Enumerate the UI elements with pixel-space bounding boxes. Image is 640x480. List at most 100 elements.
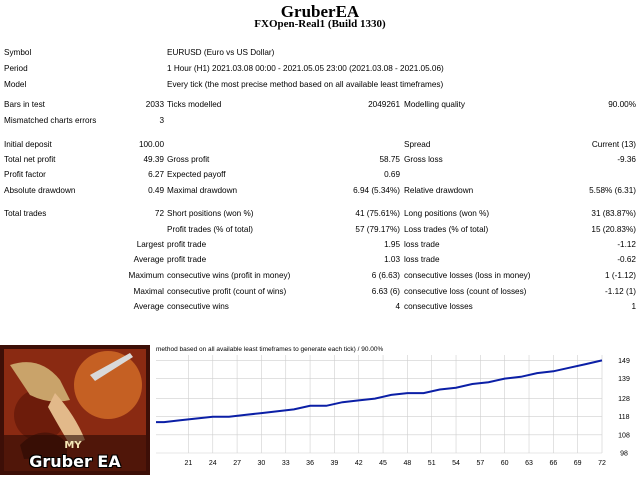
y-tick-label: 118	[618, 414, 629, 421]
bars-value: 2033	[145, 100, 164, 109]
report-subtitle: FXOpen-Real1 (Build 1330)	[254, 18, 386, 30]
max-drawdown-label: Maximal drawdown	[167, 186, 238, 195]
x-axis-ticks: 21 24 27 30 33 36 39 42 45 48 51 54 57 60 63 66 69 72	[185, 460, 606, 467]
spread-label: Spread	[404, 140, 431, 149]
gruber-ea-logo	[0, 345, 150, 475]
balance-chart: 21 24 27 30 33 36 39 42 45 48 51 54 57 60 63 66 69 72 98 1…	[150, 345, 640, 470]
bars-label: Bars in test	[4, 100, 45, 109]
maximum-label: Maximum	[128, 271, 164, 280]
rel-drawdown-value: 5.58% (6.31)	[589, 186, 636, 195]
max-cons-wins-value: 6 (6.63)	[371, 271, 400, 280]
mismatched-label: Mismatched charts errors	[4, 116, 97, 125]
logo-title-text: Gruber EA	[29, 452, 121, 471]
y-tick-label: 108	[618, 432, 630, 439]
largest-profit-value: 1.95	[384, 240, 400, 249]
expected-payoff-value: 0.69	[384, 170, 400, 179]
total-trades-label: Total trades	[4, 209, 47, 218]
max-cons-wins-label: consecutive wins (profit in money)	[167, 271, 291, 280]
quality-value: 90.00%	[608, 100, 636, 109]
ticks-label: Ticks modelled	[167, 100, 222, 109]
symbol-label: Symbol	[4, 48, 32, 57]
y-tick-label: 98	[620, 451, 628, 458]
average-label: Average	[133, 255, 164, 264]
x-tick-label: 45	[379, 460, 387, 467]
profit-factor-value: 6.27	[148, 170, 164, 179]
model-label: Model	[4, 80, 27, 89]
period-label: Period	[4, 64, 28, 73]
x-tick-label: 51	[428, 460, 436, 467]
x-tick-label: 54	[452, 460, 460, 467]
largest-loss-value: -1.12	[617, 240, 636, 249]
maximal-cons-profit-value: 6.63 (6)	[371, 287, 400, 296]
gross-profit-value: 58.75	[379, 155, 401, 164]
average-loss-label: loss trade	[404, 255, 440, 264]
maximal-cons-profit-label: consecutive profit (count of wins)	[167, 287, 287, 296]
short-positions-value: 41 (75.61%)	[355, 209, 400, 218]
x-tick-label: 69	[574, 460, 582, 467]
max-cons-losses-value: 1 (-1.12)	[605, 271, 636, 280]
maximal-cons-loss-label: consecutive loss (count of losses)	[404, 287, 527, 296]
avg-cons-wins-value: 4	[395, 302, 400, 311]
abs-drawdown-label: Absolute drawdown	[4, 186, 76, 195]
gross-loss-value: -9.36	[617, 155, 636, 164]
gross-loss-label: Gross loss	[404, 155, 443, 164]
logo-small-text: MY	[64, 440, 82, 451]
x-tick-label: 27	[233, 460, 241, 467]
x-tick-label: 66	[549, 460, 557, 467]
expected-payoff-label: Expected payoff	[167, 170, 226, 179]
loss-trades-value: 15 (20.83%)	[591, 225, 636, 234]
maximal-cons-loss-value: -1.12 (1)	[605, 287, 636, 296]
avg-cons-losses-value: 1	[631, 302, 636, 311]
profit-factor-label: Profit factor	[4, 170, 46, 179]
chart-caption: method based on all available least time…	[156, 346, 384, 353]
x-tick-label: 21	[185, 460, 193, 467]
balance-line	[156, 359, 603, 424]
y-tick-label: 128	[618, 396, 630, 403]
average-profit-value: 1.03	[384, 255, 400, 264]
largest-profit-label: profit trade	[167, 240, 207, 249]
net-profit-value: 49.39	[143, 155, 165, 164]
x-tick-label: 24	[209, 460, 217, 467]
max-cons-losses-label: consecutive losses (loss in money)	[404, 271, 531, 280]
maximal-label: Maximal	[133, 287, 164, 296]
x-tick-label: 72	[598, 460, 606, 467]
largest-loss-label: loss trade	[404, 240, 440, 249]
mismatched-value: 3	[159, 116, 164, 125]
x-tick-label: 60	[501, 460, 509, 467]
x-tick-label: 63	[525, 460, 533, 467]
x-tick-label: 30	[258, 460, 266, 467]
x-tick-label: 48	[403, 460, 411, 467]
abs-drawdown-value: 0.49	[148, 186, 164, 195]
rel-drawdown-label: Relative drawdown	[404, 186, 474, 195]
deposit-value: 100.00	[138, 140, 164, 149]
profit-trades-value: 57 (79.17%)	[355, 225, 400, 234]
period-value: 1 Hour (H1) 2021.03.08 00:00 - 2021.05.0…	[167, 64, 444, 73]
avg-cons-wins-label: consecutive wins	[167, 302, 229, 311]
loss-trades-label: Loss trades (% of total)	[404, 225, 489, 234]
x-tick-label: 42	[355, 460, 363, 467]
avg-cons-losses-label: consecutive losses	[404, 302, 473, 311]
x-tick-label: 36	[306, 460, 314, 467]
profit-trades-label: Profit trades (% of total)	[167, 225, 254, 234]
y-tick-label: 139	[618, 376, 630, 383]
max-drawdown-value: 6.94 (5.34%)	[353, 186, 400, 195]
x-tick-label: 39	[331, 460, 339, 467]
average-loss-value: -0.62	[617, 255, 636, 264]
spread-value: Current (13)	[591, 140, 636, 149]
ticks-value: 2049261	[368, 100, 400, 109]
gross-profit-label: Gross profit	[167, 155, 210, 164]
average-cons-label: Average	[133, 302, 164, 311]
x-tick-label: 33	[282, 460, 290, 467]
largest-label: Largest	[136, 240, 164, 249]
long-positions-label: Long positions (won %)	[404, 209, 490, 218]
deposit-label: Initial deposit	[4, 140, 52, 149]
y-axis-ticks: 98 108 118 128 139 149	[618, 358, 630, 458]
average-profit-label: profit trade	[167, 255, 207, 264]
symbol-value: EURUSD (Euro vs US Dollar)	[167, 48, 275, 57]
total-trades-value: 72	[154, 209, 164, 218]
report-title: GruberEA	[280, 2, 360, 21]
net-profit-label: Total net profit	[4, 155, 56, 164]
quality-label: Modelling quality	[404, 100, 465, 109]
x-tick-label: 57	[476, 460, 484, 467]
model-value: Every tick (the most precise method base…	[167, 80, 444, 89]
